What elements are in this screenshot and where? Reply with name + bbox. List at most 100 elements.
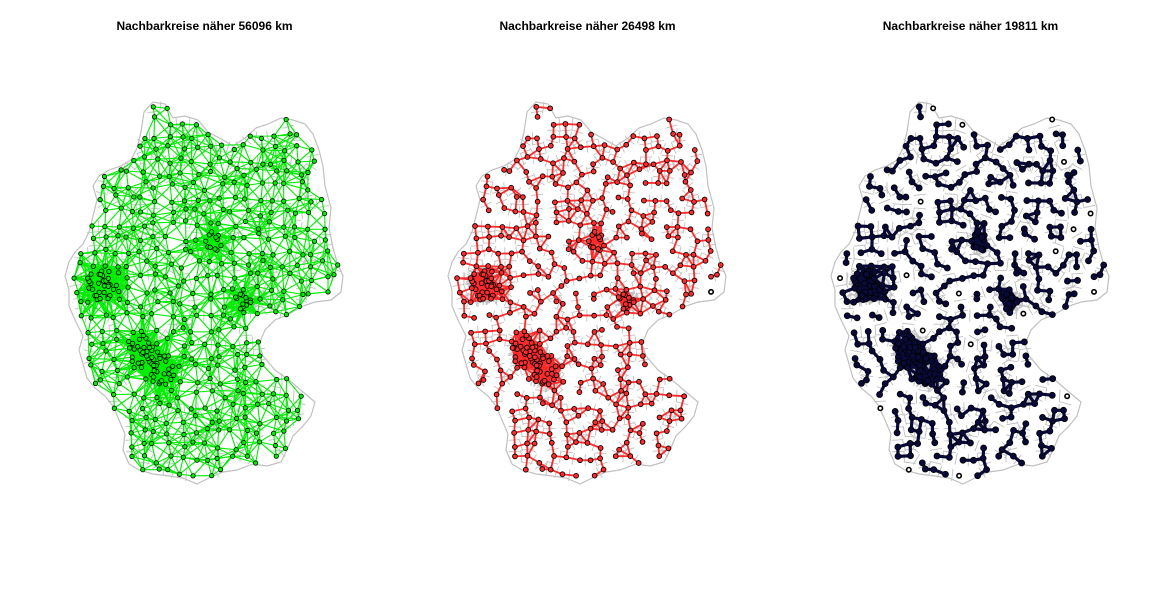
district-border (302, 260, 306, 273)
district-border (266, 131, 270, 144)
neighbor-link (177, 381, 181, 398)
neighbor-link (113, 356, 133, 360)
neighbor-link (198, 241, 207, 262)
neighbor-link (219, 149, 235, 159)
neighbor-link (283, 182, 300, 199)
neighbor-link (125, 171, 129, 188)
neighbor-link (268, 394, 287, 405)
neighbor-link (196, 442, 205, 461)
neighbor-link (258, 233, 263, 254)
neighbor-link (283, 290, 304, 296)
neighbor-link (132, 316, 144, 333)
neighbor-link (104, 210, 107, 227)
neighbor-link (131, 196, 141, 212)
neighbor-link (307, 189, 322, 200)
neighbor-link (191, 343, 206, 360)
neighbor-link (192, 428, 208, 443)
neighbor-link (281, 251, 291, 268)
neighbor-link (144, 116, 156, 139)
neighbor-link (157, 301, 174, 318)
neighbor-link (165, 422, 185, 435)
neighbor-link (217, 429, 220, 449)
neighbor-link (233, 308, 241, 328)
neighbor-link (194, 293, 212, 308)
neighbor-link (231, 252, 250, 255)
neighbor-link (243, 237, 269, 240)
neighbor-link (220, 245, 223, 264)
neighbor-link (173, 374, 198, 384)
neighbor-link (102, 186, 107, 211)
neighbor-link (168, 421, 184, 444)
neighbor-link (192, 292, 211, 295)
neighbor-link (168, 251, 191, 254)
neighbor-link (154, 289, 174, 302)
neighbor-link (220, 237, 245, 247)
neighbor-link (143, 397, 161, 404)
neighbor-link (115, 285, 128, 303)
neighbor-link (307, 228, 326, 241)
neighbor-link (143, 156, 161, 177)
neighbor-link (217, 326, 235, 346)
neighbor-link (233, 233, 259, 239)
neighbor-link (139, 196, 154, 216)
neighbor-link (121, 196, 141, 209)
district-border (211, 375, 219, 387)
neighbor-link (311, 274, 335, 281)
neighbor-link (198, 174, 205, 191)
neighbor-link (283, 273, 291, 292)
neighbor-link (172, 285, 179, 302)
neighbor-link (165, 355, 185, 362)
neighbor-link (151, 443, 157, 464)
neighbor-link (151, 313, 174, 318)
neighbor-link (140, 265, 156, 276)
neighbor-link (285, 228, 308, 237)
neighbor-link (138, 236, 154, 253)
neighbor-link (229, 429, 237, 450)
neighbor-link (195, 260, 200, 279)
neighbor-link (171, 251, 191, 265)
neighbor-link (154, 116, 171, 126)
neighbor-link (195, 391, 206, 409)
neighbor-link (168, 176, 173, 203)
neighbor-link (179, 161, 192, 174)
neighbor-link (105, 194, 117, 211)
neighbor-link (273, 119, 287, 137)
neighbor-link (159, 403, 167, 424)
neighbor-link (283, 159, 302, 176)
neighbor-link (229, 209, 249, 213)
neighbor-link (153, 183, 173, 189)
neighbor-link (217, 429, 231, 449)
neighbor-link (235, 225, 259, 230)
neighbor-link (294, 237, 304, 256)
neighbor-link (144, 137, 168, 147)
neighbor-link (170, 124, 184, 138)
neighbor-link (152, 187, 173, 203)
neighbor-link (103, 169, 122, 187)
neighbor-link (146, 292, 153, 314)
neighbor-link (261, 253, 271, 268)
neighbor-link (246, 184, 262, 201)
neighbor-link (133, 378, 147, 395)
neighbor-link (87, 332, 107, 352)
neighbor-link (151, 300, 174, 315)
neighbor-link (73, 277, 82, 302)
neighbor-link (197, 382, 213, 392)
neighbor-link (153, 211, 174, 216)
neighbor-link (195, 261, 210, 279)
neighbor-link (101, 369, 118, 372)
neighbor-link (237, 167, 257, 170)
neighbor-link (217, 455, 233, 459)
neighbor-link (195, 363, 211, 379)
neighbor-link (262, 170, 278, 184)
neighbor-link (197, 134, 209, 148)
neighbor-link (126, 312, 134, 333)
neighbor-link (155, 442, 170, 464)
neighbor-link (131, 211, 134, 229)
neighbor-link (235, 209, 249, 227)
neighbor-link (268, 226, 285, 240)
neighbor-link (88, 343, 104, 359)
neighbor-link (224, 381, 246, 399)
neighbor-link (258, 212, 272, 234)
neighbor-link (73, 262, 81, 279)
neighbor-link (165, 276, 179, 287)
